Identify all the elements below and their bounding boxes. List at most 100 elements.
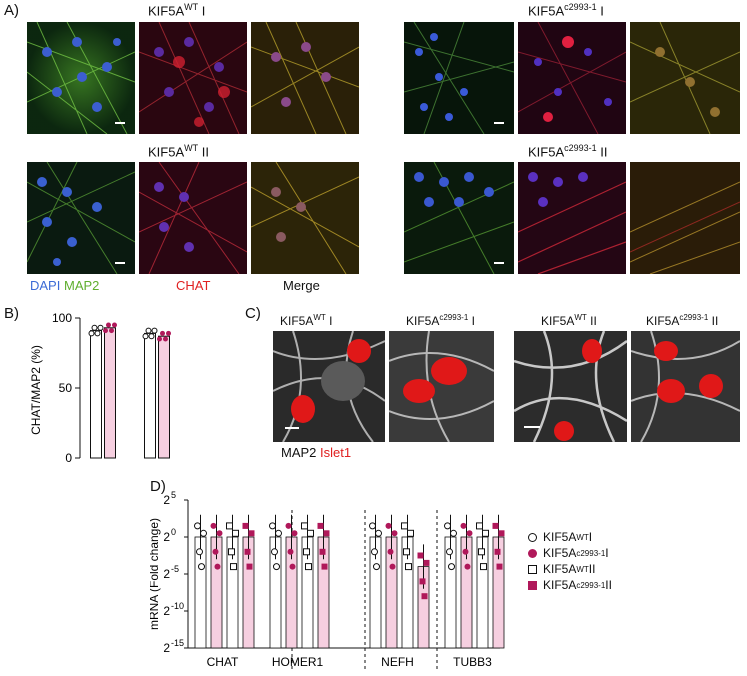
- data-point: [198, 563, 205, 571]
- scale-bar: [494, 262, 504, 264]
- x-tick-label: TUBB3: [453, 655, 492, 669]
- group-title-mut-2: KIF5Ac2993-1 II: [528, 143, 608, 160]
- y-tick-exponent: -10: [171, 601, 184, 611]
- filled-square-icon: [528, 580, 537, 590]
- micrograph-wt1-merge: [251, 22, 359, 134]
- data-point: [369, 522, 376, 530]
- data-point: [232, 529, 239, 537]
- data-point: [391, 530, 398, 537]
- data-point: [291, 530, 298, 537]
- data-point: [319, 548, 326, 555]
- data-point: [194, 522, 201, 530]
- data-point: [246, 563, 253, 570]
- c-title-mut-2: KIF5Ac2993-1 II: [646, 313, 719, 328]
- data-point: [385, 522, 392, 529]
- data-point: [271, 548, 278, 556]
- data-point: [142, 333, 149, 340]
- micrograph-mut2-map2-dapi: [404, 162, 514, 274]
- bar: [104, 327, 116, 459]
- data-point: [419, 578, 426, 585]
- c-title-wt-1: KIF5AWT I: [280, 313, 333, 328]
- data-point: [289, 563, 296, 570]
- data-point: [210, 522, 217, 529]
- data-point: [145, 327, 152, 334]
- data-point: [157, 336, 162, 342]
- micrograph-wt1-chat: [139, 22, 247, 134]
- data-point: [160, 330, 165, 336]
- group-title-wt-1: KIF5AWT I: [148, 2, 206, 19]
- data-point: [230, 563, 237, 571]
- legend-c-islet1: Islet1: [320, 445, 352, 460]
- data-point: [273, 563, 280, 571]
- y-tick-label: 50: [59, 381, 73, 395]
- y-tick-label: 2: [163, 604, 170, 618]
- micrograph-wt2-map2-dapi: [27, 162, 135, 274]
- data-point: [307, 529, 314, 537]
- data-point: [228, 548, 235, 556]
- micrograph-wt1-map2-dapi: [27, 22, 135, 134]
- data-point: [375, 529, 382, 537]
- micrograph-mut2-merge: [630, 162, 740, 274]
- data-point: [403, 548, 410, 556]
- data-point: [476, 522, 483, 530]
- data-point: [323, 530, 330, 537]
- group-title-mut-1: KIF5Ac2993-1 I: [528, 2, 604, 19]
- data-point: [401, 522, 408, 530]
- data-point: [248, 530, 255, 537]
- data-point: [275, 529, 282, 537]
- data-point: [405, 563, 412, 571]
- data-point: [303, 548, 310, 556]
- bar-chart-d: mRNA (Fold change) 2 5 2 0 2 -5 2 -10 2 -15 CHAT HOM…: [147, 490, 510, 671]
- micrograph-c-mut1: [389, 331, 494, 442]
- micrograph-wt2-chat: [139, 162, 247, 274]
- legend-c-map2: MAP2: [281, 445, 317, 460]
- data-point: [494, 548, 501, 555]
- micrograph-wt2-merge: [251, 162, 359, 274]
- data-point: [242, 522, 249, 529]
- micrograph-mut1-map2-dapi: [404, 22, 514, 134]
- data-point: [464, 563, 471, 570]
- data-point: [214, 563, 221, 570]
- legend-d-wt2: KIF5A WT II: [528, 562, 595, 576]
- data-point: [321, 563, 328, 570]
- x-tick-label: CHAT: [207, 655, 239, 669]
- legend-merge: Merge: [283, 278, 320, 293]
- scale-bar: [115, 262, 125, 264]
- legend-d-wt1: KIF5A WT I: [528, 530, 592, 544]
- data-point: [444, 522, 451, 530]
- data-point: [389, 563, 396, 570]
- y-tick-label: 2: [163, 530, 170, 544]
- data-point: [91, 324, 98, 331]
- scale-bar: [494, 122, 504, 124]
- data-point: [498, 530, 505, 537]
- y-tick-label: 0: [65, 451, 72, 465]
- data-point: [166, 330, 171, 336]
- legend-map2: MAP2: [64, 278, 100, 293]
- data-point: [407, 529, 414, 537]
- data-point: [106, 322, 111, 328]
- micrograph-mut1-chat: [518, 22, 626, 134]
- panel-c-legend: MAP2 Islet1: [281, 445, 351, 460]
- data-point: [482, 529, 489, 537]
- data-point: [269, 522, 276, 530]
- svg-text:CHAT/MAP2 (%): CHAT/MAP2 (%): [29, 345, 43, 435]
- data-point: [301, 522, 308, 530]
- data-point: [285, 522, 292, 529]
- data-point: [226, 522, 233, 530]
- data-point: [371, 548, 378, 556]
- panel-b-letter: B): [4, 305, 19, 322]
- data-point: [492, 522, 499, 529]
- x-tick-label: NEFH: [381, 655, 414, 669]
- data-point: [112, 322, 117, 328]
- y-tick-label: 2: [163, 493, 170, 507]
- legend-dapi: DAPI: [30, 278, 61, 293]
- panel-c-letter: C): [245, 305, 261, 322]
- y-tick-exponent: 0: [171, 527, 176, 537]
- micrograph-c-mut2: [631, 331, 740, 442]
- data-point: [446, 548, 453, 556]
- y-tick-exponent: 5: [171, 490, 176, 500]
- bar: [158, 335, 170, 459]
- data-point: [466, 530, 473, 537]
- y-tick-exponent: -5: [171, 564, 179, 574]
- data-point: [94, 330, 101, 337]
